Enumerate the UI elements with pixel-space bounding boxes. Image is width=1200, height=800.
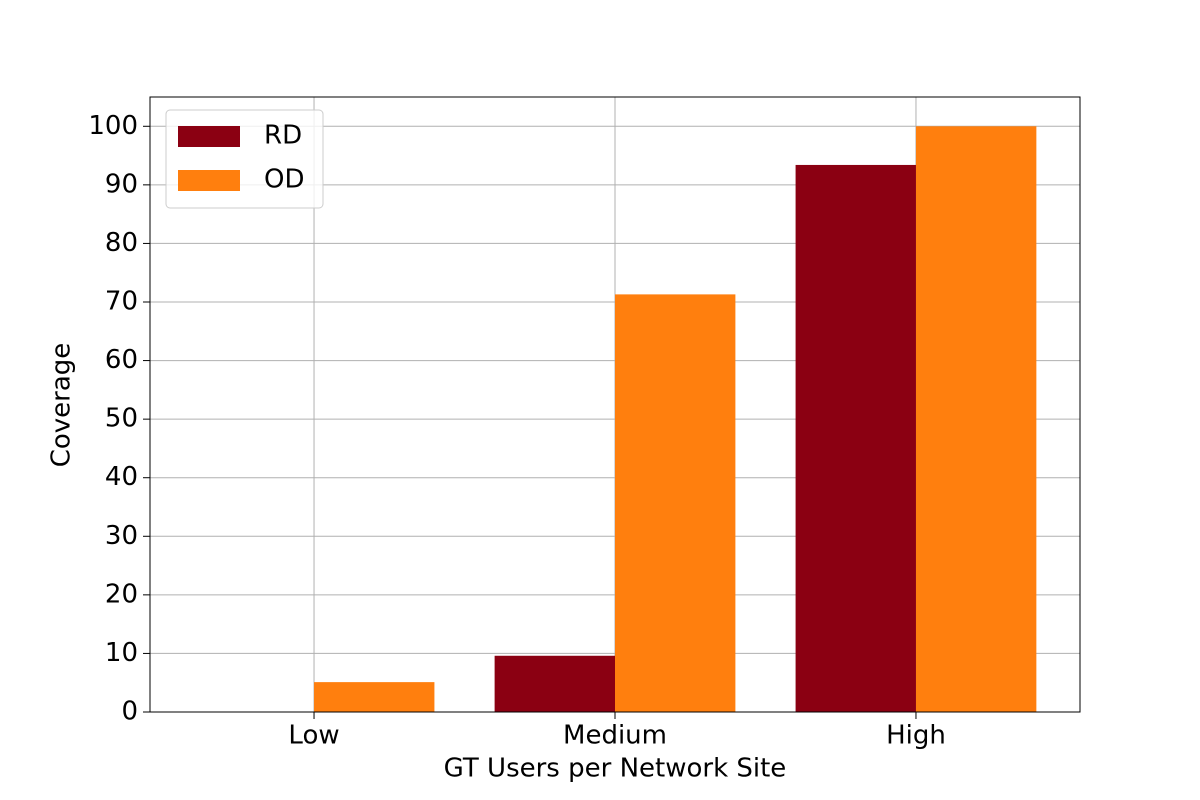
y-tick-label: 70 (105, 287, 138, 317)
bar (314, 682, 435, 712)
x-tick-label: Low (288, 721, 339, 751)
x-axis-label: GT Users per Network Site (444, 754, 787, 784)
y-tick-label: 40 (105, 462, 138, 492)
y-tick-label: 30 (105, 521, 138, 551)
legend-swatch (178, 170, 240, 191)
legend-swatch (178, 126, 240, 147)
y-tick-label: 0 (121, 697, 138, 727)
y-tick-label: 90 (105, 169, 138, 199)
bar (915, 126, 1037, 713)
y-axis-label: Coverage (47, 343, 77, 468)
x-tick-label: High (886, 721, 946, 751)
legend: RD OD (165, 109, 324, 209)
y-tick-label: 80 (105, 228, 138, 258)
plot-frame (149, 96, 1081, 713)
y-tick-label: 10 (105, 638, 138, 668)
y-tick-label: 100 (88, 111, 138, 141)
y-tick-label: 20 (105, 579, 138, 609)
bar (494, 655, 615, 712)
bar (615, 294, 736, 712)
x-tick-label: Medium (563, 721, 667, 751)
y-tick-label: 60 (105, 345, 138, 375)
legend-label: OD (264, 165, 305, 195)
y-tick-label: 50 (105, 404, 138, 434)
legend-label: RD (264, 121, 302, 151)
bar (795, 164, 916, 712)
